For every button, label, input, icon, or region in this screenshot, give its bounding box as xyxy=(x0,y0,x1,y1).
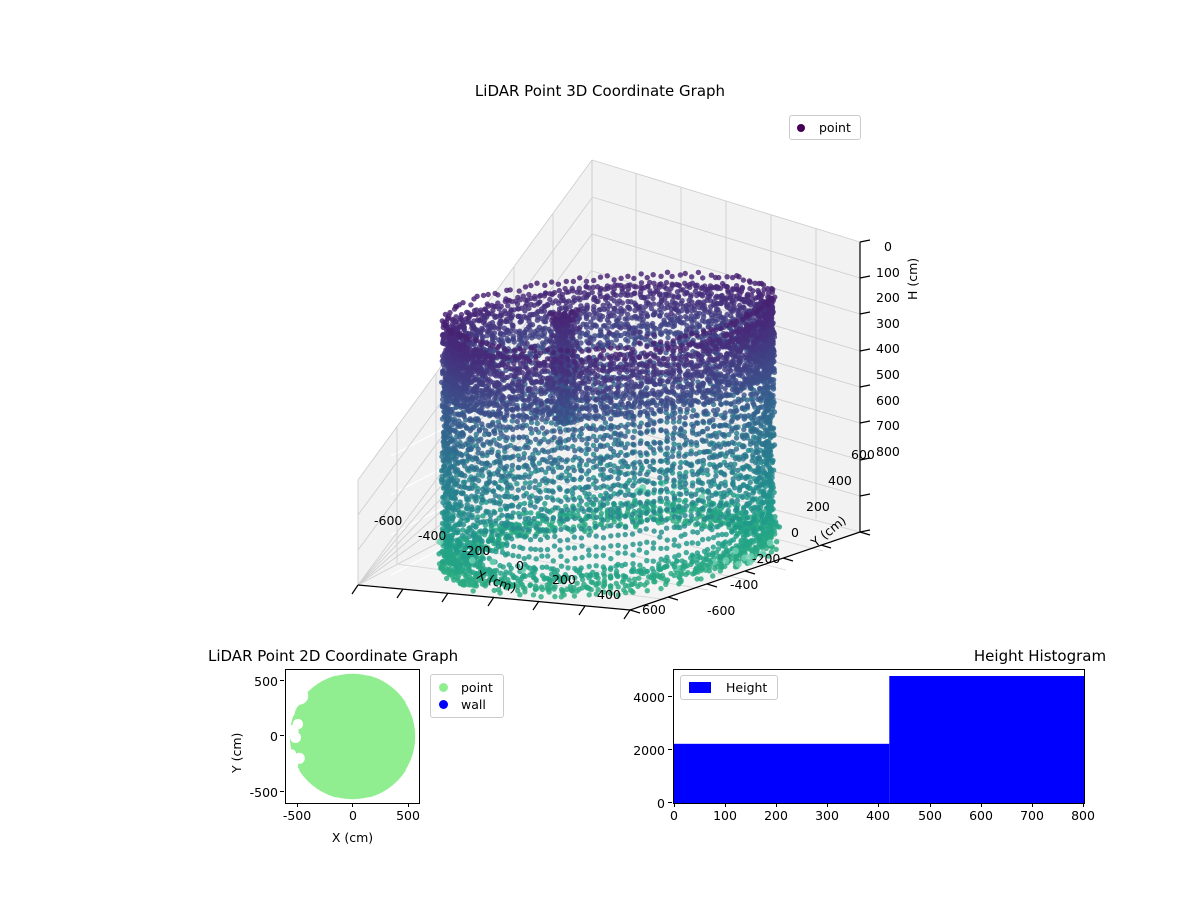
legend-point-label: point xyxy=(819,120,851,135)
y-tick-200: 200 xyxy=(806,499,830,514)
histogram-x-tick-300: 300 xyxy=(815,808,839,823)
plot2d-y-tickmark--500 xyxy=(280,791,284,792)
legend-point-label: point xyxy=(461,680,493,695)
lidar-3d-panel: LiDAR Point 3D Coordinate Graph point xyxy=(330,82,920,620)
h-tick-300: 300 xyxy=(876,316,900,331)
legend-wall-label: wall xyxy=(461,697,486,712)
histogram-y-tickmark-2000 xyxy=(668,749,672,750)
plot2d-y-tick--500: -500 xyxy=(249,785,278,800)
plot3d-legend: point xyxy=(789,115,861,140)
histogram-x-tickmark-500 xyxy=(930,803,931,807)
plot2d-x-axis-label: X (cm) xyxy=(331,830,374,845)
legend-point-marker-icon xyxy=(439,683,448,692)
h-tick-200: 200 xyxy=(876,290,900,305)
plot2d-y-tick-0: 0 xyxy=(270,729,278,744)
histogram-x-tick-400: 400 xyxy=(866,808,890,823)
h-tick-700: 700 xyxy=(876,418,900,433)
legend-point-marker-icon xyxy=(797,123,805,132)
histogram-x-tick-500: 500 xyxy=(918,808,942,823)
y-tick-600: 600 xyxy=(851,447,875,462)
h-tick-600: 600 xyxy=(876,393,900,408)
x-tick-600: 600 xyxy=(642,602,666,617)
histogram-x-tick-800: 800 xyxy=(1071,808,1095,823)
histogram-y-tickmark-4000 xyxy=(668,696,672,697)
plot2d-legend: point wall xyxy=(430,674,504,718)
y-tick--400: -400 xyxy=(730,577,759,592)
histogram-legend: Height xyxy=(680,675,779,700)
h-tick-500: 500 xyxy=(876,367,900,382)
plot2d-x-tick-0: 0 xyxy=(349,808,357,823)
histogram-x-tick-600: 600 xyxy=(969,808,993,823)
x-tick--400: -400 xyxy=(418,528,447,543)
plot2d-y-tickmark-0 xyxy=(280,735,284,736)
plot3d-scene[interactable] xyxy=(330,150,890,620)
histogram-x-tickmark-400 xyxy=(878,803,879,807)
histogram-y-tick-0: 0 xyxy=(657,796,665,811)
x-tick-200: 200 xyxy=(552,572,576,587)
plot2d-point-cloud xyxy=(286,670,419,803)
plot2d-y-tick-500: 500 xyxy=(254,674,278,689)
h-axis-label: H (cm) xyxy=(905,257,920,300)
histogram-x-tickmark-100 xyxy=(725,803,726,807)
plot2d-x-tickmark--500 xyxy=(297,803,298,807)
x-tick-0: 0 xyxy=(516,558,524,573)
histogram-x-tickmark-800 xyxy=(1083,803,1084,807)
plot2d-x-tick--500: -500 xyxy=(282,808,312,823)
histogram-x-tick-0: 0 xyxy=(670,808,678,823)
h-tick-0: 0 xyxy=(884,239,892,254)
histogram-x-tickmark-200 xyxy=(776,803,777,807)
h-tick-400: 400 xyxy=(876,341,900,356)
histogram-bars xyxy=(674,676,1084,803)
histogram-x-tickmark-0 xyxy=(674,803,675,807)
histogram-bar[interactable] xyxy=(889,676,1084,803)
x-tick-400: 400 xyxy=(597,587,621,602)
histogram-x-tickmark-300 xyxy=(827,803,828,807)
lidar-2d-panel: LiDAR Point 2D Coordinate Graph point wa… xyxy=(0,630,600,900)
plot2d-y-axis-label: Y (cm) xyxy=(229,732,244,773)
histogram-y-tickmark-0 xyxy=(668,802,672,803)
histogram-x-tick-100: 100 xyxy=(713,808,737,823)
height-histogram-panel: Height Histogram Height 0 2000 4000 0 10… xyxy=(600,630,1200,900)
plot2d-title: LiDAR Point 2D Coordinate Graph xyxy=(208,647,459,665)
legend2d-row-wall: wall xyxy=(439,696,493,713)
histogram-x-tick-200: 200 xyxy=(764,808,788,823)
histogram-y-tick-4000: 4000 xyxy=(633,690,665,705)
histogram-y-tick-2000: 2000 xyxy=(633,743,665,758)
plot2d-y-tickmark-500 xyxy=(280,680,284,681)
histogram-title: Height Histogram xyxy=(973,647,1107,665)
x-tick--200: -200 xyxy=(462,543,491,558)
h-tick-800: 800 xyxy=(876,444,900,459)
y-tick--200: -200 xyxy=(752,551,781,566)
plot2d-x-tick-500: 500 xyxy=(396,808,420,823)
h-tick-100: 100 xyxy=(876,265,900,280)
plot2d-x-tickmark-500 xyxy=(408,803,409,807)
histogram-x-tickmark-700 xyxy=(1032,803,1033,807)
histogram-bar[interactable] xyxy=(674,743,890,803)
y-tick-400: 400 xyxy=(828,473,852,488)
plot3d-point-cloud xyxy=(436,269,783,600)
legend-height-label: Height xyxy=(726,680,768,695)
plot3d-tickmarks xyxy=(351,239,871,620)
histogram-x-tickmark-600 xyxy=(981,803,982,807)
histogram-x-tick-700: 700 xyxy=(1020,808,1044,823)
y-tick-0: 0 xyxy=(791,525,799,540)
legend-wall-marker-icon xyxy=(439,700,448,709)
y-tick--600: -600 xyxy=(707,603,736,618)
plot2d-x-tickmark-0 xyxy=(352,803,353,807)
legend-height-swatch-icon xyxy=(689,682,711,693)
plot2d-axes[interactable] xyxy=(285,669,420,804)
legend2d-row-point: point xyxy=(439,679,493,696)
plot3d-title: LiDAR Point 3D Coordinate Graph xyxy=(474,82,726,100)
x-tick--600: -600 xyxy=(374,513,403,528)
